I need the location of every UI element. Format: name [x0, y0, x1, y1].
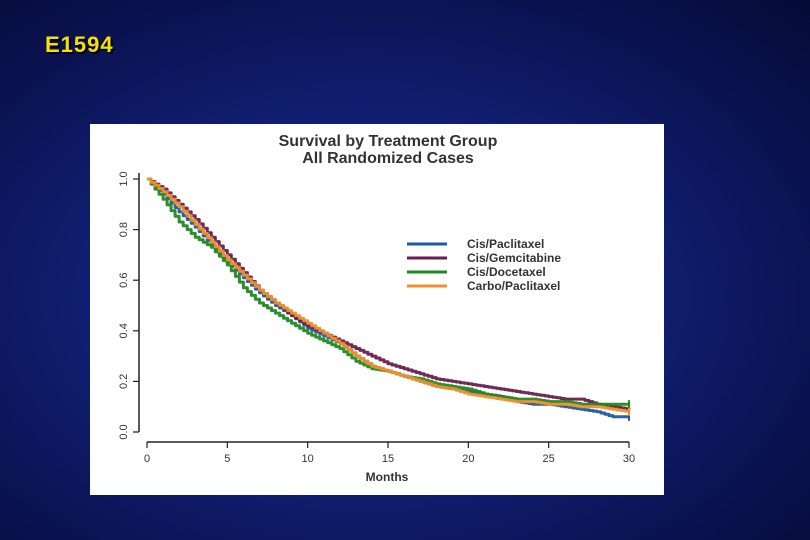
legend-label: Carbo/Paclitaxel	[467, 279, 560, 293]
x-tick-label: 20	[462, 453, 474, 465]
x-tick-label: 15	[382, 453, 394, 465]
y-tick-label: 0.0	[118, 424, 130, 439]
chart-axes: 0.0 0.2 0.4 0.6 0.8 1.0 0 5 10 15 20 25 30	[118, 171, 635, 465]
legend-label: Cis/Docetaxel	[467, 265, 546, 279]
slide-title: E1594	[45, 32, 114, 57]
x-axis-label: Months	[366, 470, 409, 484]
x-tick-label: 30	[623, 453, 635, 465]
legend-label: Cis/Gemcitabine	[467, 251, 561, 265]
series-line-cis-paclitaxel	[147, 177, 629, 419]
y-tick-label: 0.2	[118, 374, 130, 389]
x-tick-label: 0	[144, 453, 150, 465]
chart-title: Survival by Treatment Group	[279, 133, 498, 150]
series-line-cis-docetaxel	[147, 177, 629, 406]
x-tick-label: 10	[302, 453, 314, 465]
chart-legend: Cis/PaclitaxelCis/GemcitabineCis/Docetax…	[407, 237, 561, 293]
y-tick-label: 0.6	[118, 273, 130, 288]
x-tick-label: 5	[224, 453, 230, 465]
legend-label: Cis/Paclitaxel	[467, 237, 544, 251]
chart-subtitle: All Randomized Cases	[302, 150, 474, 167]
survival-chart: Survival by Treatment Group All Randomiz…	[118, 133, 635, 484]
series-line-cis-gemcitabine	[147, 177, 631, 411]
chart-series-group	[147, 177, 631, 421]
y-tick-label: 0.8	[118, 222, 130, 237]
y-tick-label: 0.4	[118, 323, 130, 338]
chart-panel: Survival by Treatment Group All Randomiz…	[90, 124, 664, 495]
y-tick-label: 1.0	[118, 171, 130, 186]
x-tick-label: 25	[543, 453, 555, 465]
series-line-carbo-paclitaxel	[147, 177, 631, 413]
